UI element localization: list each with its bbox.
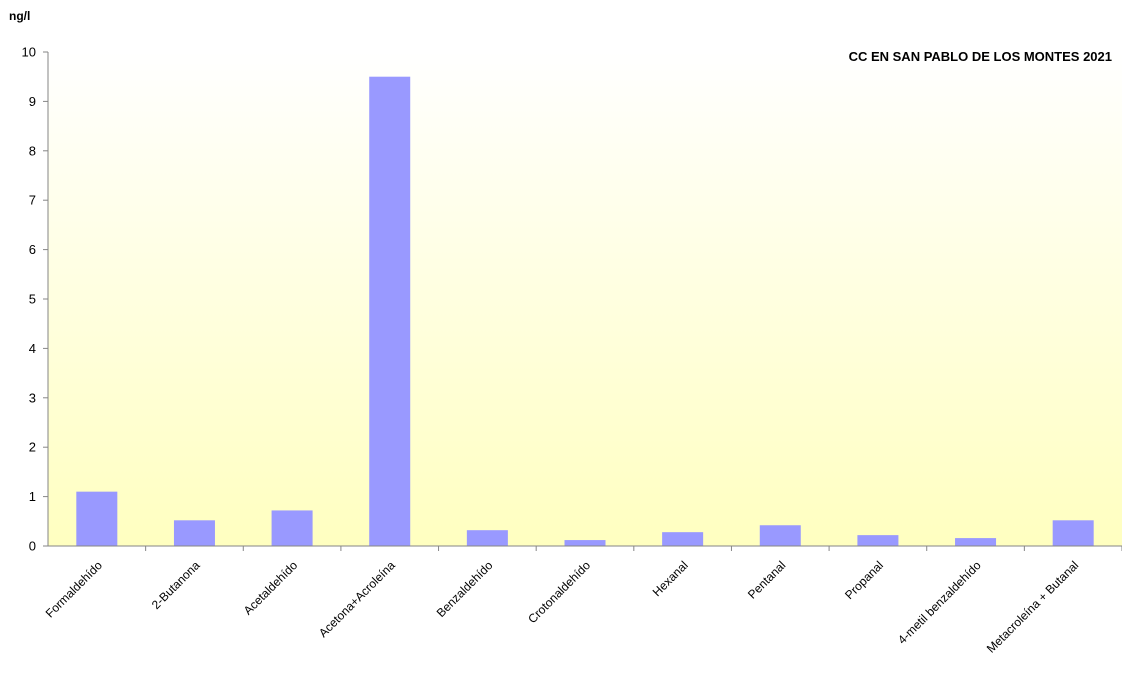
bar [173, 520, 215, 546]
y-tick-label: 7 [29, 193, 36, 208]
x-axis-ticks [145, 546, 1122, 551]
y-tick-label: 1 [29, 489, 36, 504]
bar [76, 491, 118, 546]
y-tick-label: 9 [29, 94, 36, 109]
x-category-label: Acetona+Acroleína [316, 558, 398, 640]
y-tick-label: 3 [29, 390, 36, 405]
bar [759, 525, 801, 546]
x-category-label: Benzaldehído [434, 558, 496, 620]
x-axis-labels: Formaldehído 2-Butanona Acetaldehído Aceton… [43, 558, 1082, 656]
y-tick-label: 5 [29, 292, 36, 307]
plot-background [48, 52, 1122, 546]
bar [369, 76, 411, 546]
bars [76, 76, 1094, 546]
x-category-label: Hexanal [650, 558, 691, 599]
bar [955, 538, 997, 546]
y-tick-label: 6 [29, 242, 36, 257]
y-axis-ticks: 0 1 2 3 4 5 6 7 8 9 10 [22, 45, 48, 554]
x-category-label: Metacroleína + Butanal [984, 558, 1081, 655]
bar [271, 510, 313, 546]
chart-title: CC EN SAN PABLO DE LOS MONTES 2021 [849, 49, 1112, 64]
bar [857, 535, 899, 546]
y-tick-label: 2 [29, 440, 36, 455]
y-tick-label: 10 [22, 45, 36, 60]
x-category-label: Formaldehído [43, 558, 105, 620]
x-category-label: 4-metil benzaldehído [895, 558, 984, 647]
x-category-label: Pentanal [745, 558, 788, 601]
x-category-label: Acetaldehído [241, 558, 301, 618]
bar [466, 530, 508, 546]
x-category-label: 2-Butanona [149, 558, 203, 612]
y-tick-label: 8 [29, 143, 36, 158]
bar [662, 532, 704, 546]
y-tick-label: 0 [29, 539, 36, 554]
bar [564, 540, 606, 546]
x-category-label: Crotonaldehído [525, 558, 593, 626]
y-axis-unit-label: ng/l [9, 9, 30, 23]
y-tick-label: 4 [29, 341, 36, 356]
x-category-label: Propanal [842, 558, 886, 602]
bar [1052, 520, 1094, 546]
